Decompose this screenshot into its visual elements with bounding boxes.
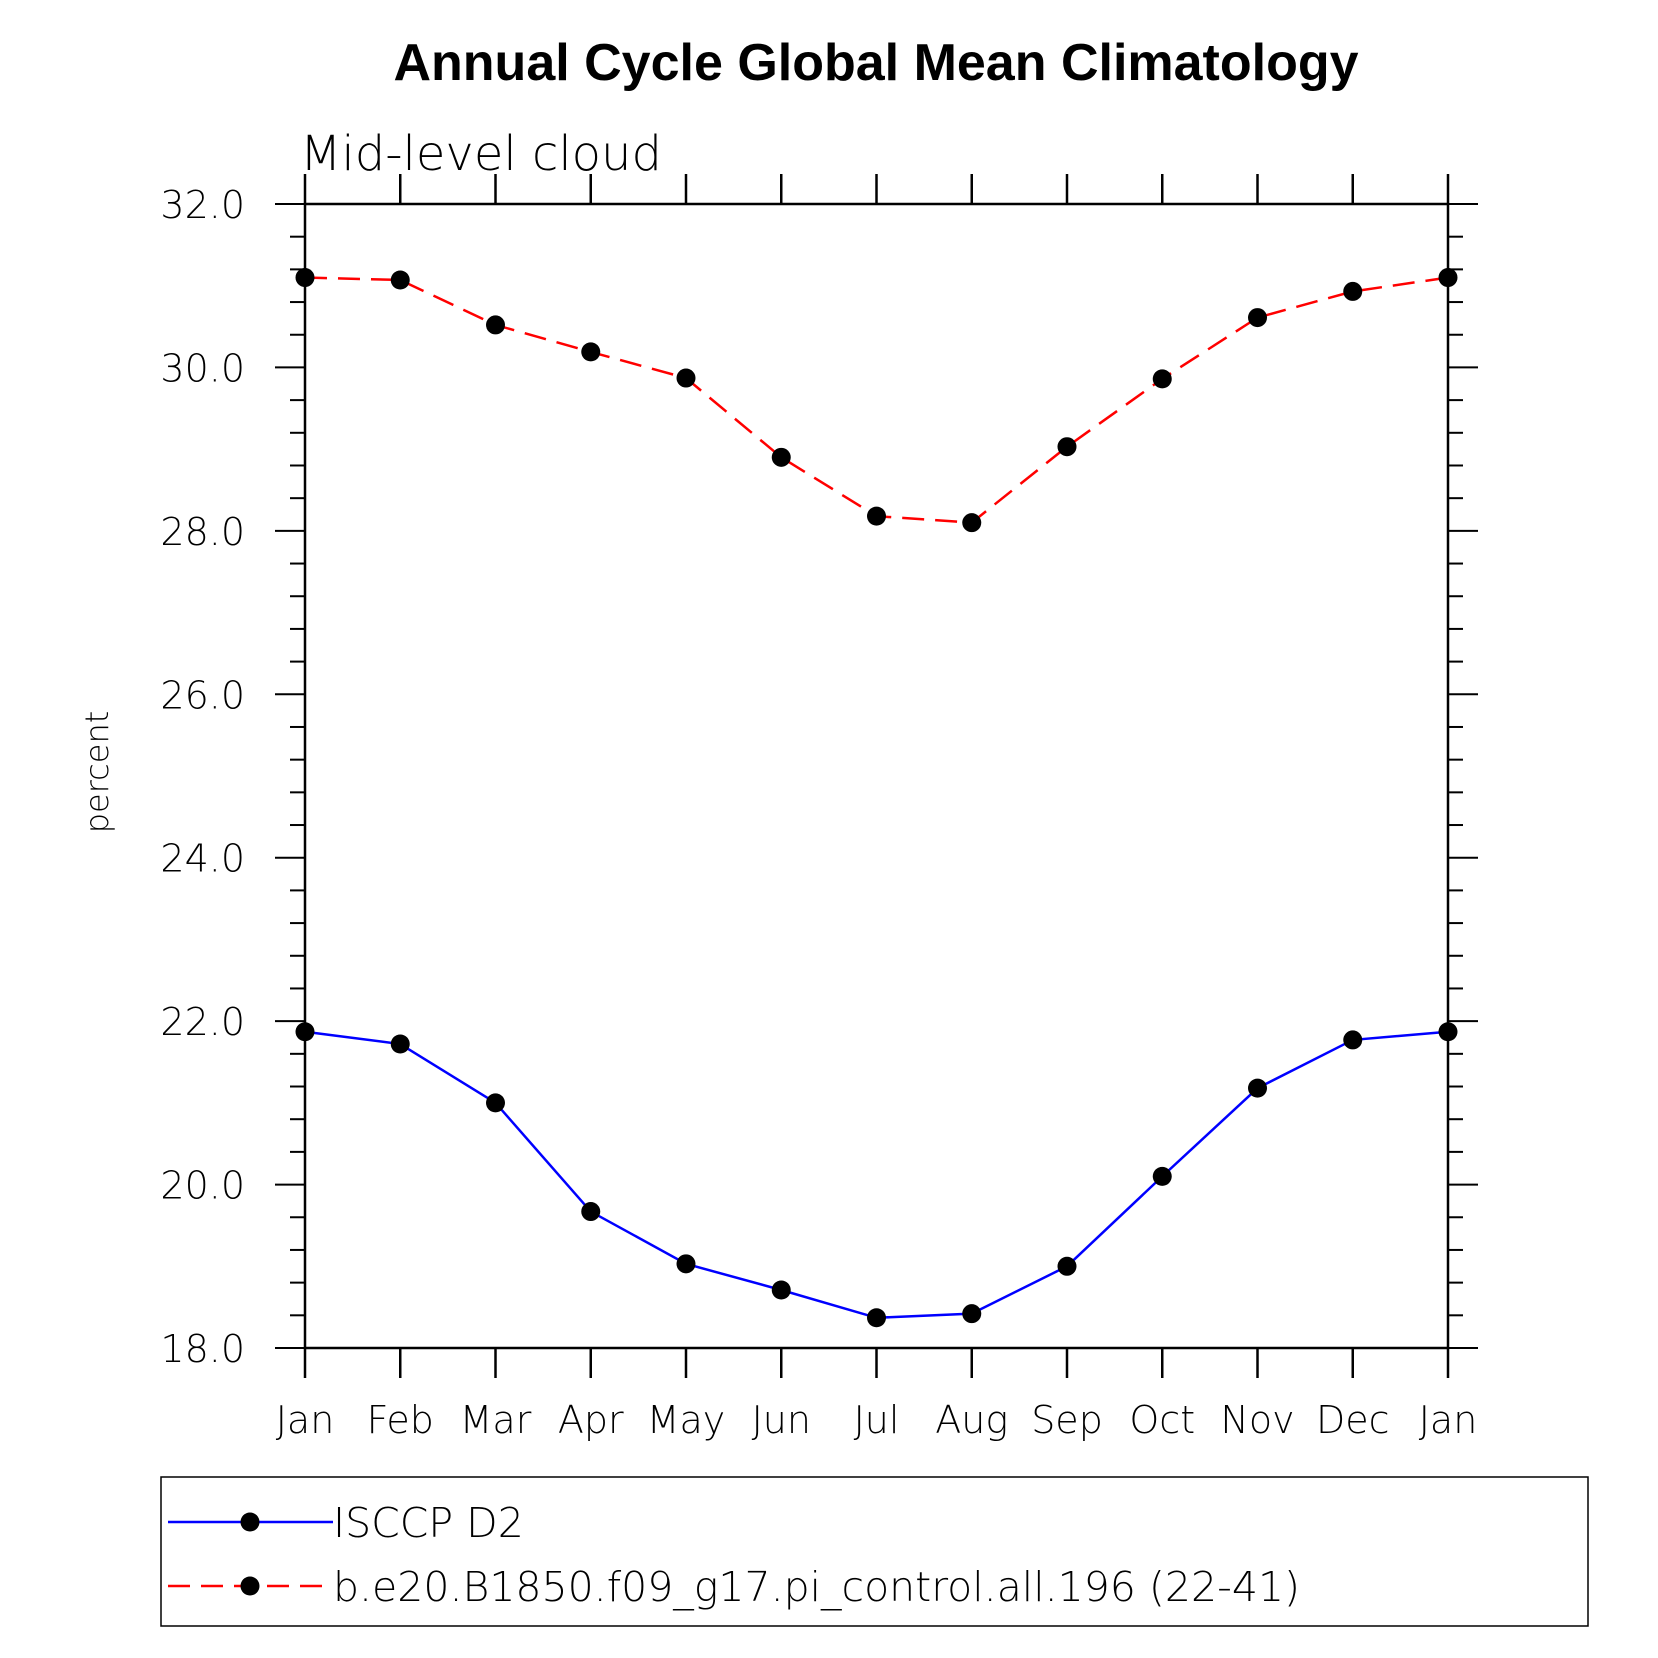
- x-tick-label: Apr: [558, 1398, 624, 1442]
- series-1-point: [1152, 1166, 1172, 1186]
- x-tick-label: Jul: [854, 1398, 900, 1442]
- y-tick-label: 20.0: [160, 1164, 245, 1208]
- y-tick-label: 30.0: [160, 346, 245, 390]
- x-tick-label: Mar: [460, 1398, 532, 1442]
- x-tick-label: Feb: [367, 1398, 434, 1442]
- series-2-point: [771, 447, 791, 467]
- series-2-point: [962, 513, 982, 533]
- series-2-point: [1057, 437, 1077, 457]
- series-2-point: [1248, 308, 1267, 328]
- legend-marker-2: [240, 1576, 260, 1596]
- series-1-point: [295, 1022, 315, 1042]
- plot-frame: [303, 202, 1450, 1350]
- series-1-point: [676, 1254, 696, 1274]
- series-1-point: [1057, 1256, 1077, 1276]
- legend-label-1: ISCCP D2: [333, 1499, 524, 1547]
- series-1-point: [390, 1034, 410, 1054]
- y-tick-label: 24.0: [160, 837, 245, 881]
- y-tick-label: 28.0: [160, 510, 245, 554]
- series-2-point: [295, 268, 315, 288]
- series-2-point: [676, 368, 696, 388]
- x-tick-label: Dec: [1316, 1398, 1390, 1442]
- legend-label-2: b.e20.B1850.f09_g17.pi_control.all.196 (…: [333, 1563, 1300, 1611]
- y-axis-label: percent: [78, 711, 116, 834]
- series-1-point: [962, 1304, 982, 1324]
- x-tick-label: Jun: [752, 1398, 811, 1442]
- series-2-point: [1152, 369, 1172, 389]
- legend-box: [160, 1476, 1589, 1627]
- series-2-point: [1438, 268, 1458, 288]
- series-1-point: [1248, 1078, 1267, 1098]
- series-1-point: [1438, 1022, 1458, 1042]
- y-tick-label: 26.0: [160, 673, 245, 717]
- series-1-point: [771, 1280, 791, 1300]
- chart-subtitle: Mid-level cloud: [300, 126, 662, 182]
- y-tick-label: 18.0: [160, 1327, 245, 1371]
- series-2-point: [581, 342, 601, 362]
- x-tick-label: Aug: [935, 1398, 1008, 1442]
- series-1-point: [867, 1308, 886, 1328]
- x-tick-label: Oct: [1129, 1398, 1195, 1442]
- y-tick-label: 22.0: [160, 1000, 245, 1044]
- series-2-point: [390, 270, 410, 290]
- plot-axes: Jan Feb Mar Apr May Jun Jul Aug Sep Oct Nov Dec Jan 1…: [160, 174, 1478, 1442]
- x-tick-label: Jan: [1419, 1398, 1478, 1442]
- series-line-1: [304, 1030, 1449, 1320]
- x-tick-label: Jan: [276, 1398, 335, 1442]
- chart-title: Annual Cycle Global Mean Climatology: [393, 34, 1358, 92]
- x-tick-label: Nov: [1220, 1398, 1294, 1442]
- series-2-point: [486, 315, 505, 335]
- legend: ISCCP D2 b.e20.B1850.f09_g17.pi_control.a…: [160, 1476, 1589, 1627]
- series-layer: [295, 268, 1458, 1328]
- series-line-2: [304, 276, 1449, 524]
- series-1-point: [1343, 1030, 1363, 1050]
- x-tick-label: Sep: [1031, 1398, 1103, 1442]
- series-1-point: [581, 1202, 601, 1222]
- x-tick-label: May: [647, 1398, 726, 1442]
- series-1-point: [486, 1093, 505, 1113]
- y-tick-label: 32.0: [160, 183, 245, 227]
- legend-marker-1: [240, 1512, 260, 1532]
- series-2-point: [1343, 281, 1363, 301]
- series-2-point: [867, 506, 886, 526]
